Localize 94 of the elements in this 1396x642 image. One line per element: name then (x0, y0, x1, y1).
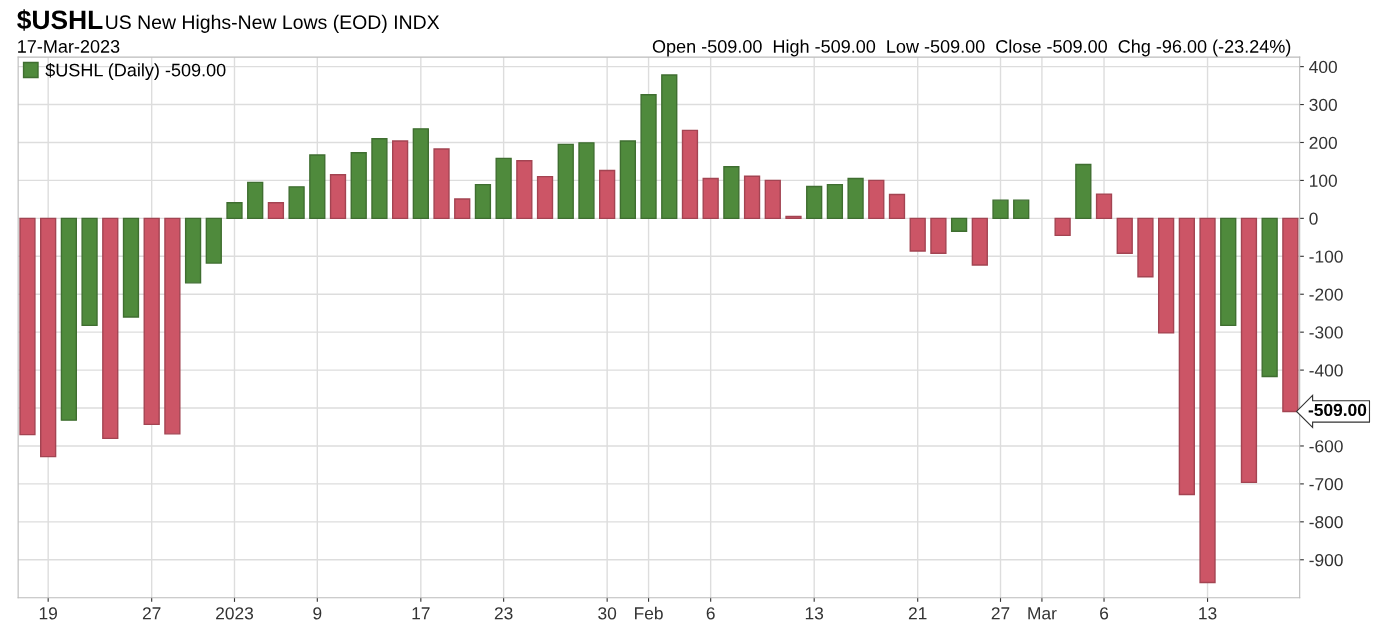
bar (723, 166, 740, 220)
y-tick-label: -800 (1309, 516, 1343, 529)
x-tick-label: Mar (1028, 607, 1057, 620)
bar (143, 217, 160, 426)
bar (826, 183, 844, 220)
bar (1137, 217, 1154, 278)
y-tick-label: -100 (1309, 250, 1343, 263)
bar (288, 186, 305, 220)
bar (557, 143, 574, 220)
bar (226, 202, 243, 220)
bar (640, 93, 657, 220)
bar (1261, 217, 1278, 378)
x-tick-label: 19 (39, 607, 57, 620)
bar (495, 157, 512, 220)
bar (1240, 217, 1258, 484)
y-tick-label: -600 (1309, 440, 1343, 453)
chart-subtitle: US New Highs-New Lows (EOD) INDX (106, 14, 440, 33)
bar (971, 217, 988, 266)
bar (1220, 217, 1237, 327)
bar (433, 148, 450, 220)
text: Open -509.00 High -509.00 Low -509.00 Close -509.00 Chg -96.00 (-23.24%) (652, 39, 1291, 57)
x-tick-label: 27 (142, 607, 161, 620)
bar (1116, 217, 1133, 254)
bar (950, 217, 968, 232)
y-tick-label: -700 (1309, 478, 1343, 491)
bar (247, 181, 264, 220)
bar (122, 217, 140, 318)
y-tick-label: -300 (1309, 326, 1343, 339)
bar (412, 128, 429, 220)
y-tick-label: 100 (1310, 174, 1337, 187)
bar (868, 179, 885, 220)
bar (184, 217, 202, 284)
bar (1013, 199, 1030, 220)
bar (40, 217, 57, 458)
bar (267, 202, 285, 220)
bar (371, 138, 388, 220)
bar (619, 140, 637, 220)
bar (1075, 163, 1092, 220)
bar (661, 74, 678, 220)
bar (992, 199, 1009, 220)
y-tick-label: -200 (1309, 288, 1343, 301)
x-tick-label: 13 (805, 607, 824, 620)
x-tick-label: 21 (908, 607, 927, 620)
legend-label: $USHL (Daily) -509.00 (45, 62, 226, 81)
bar (681, 129, 699, 220)
bar (205, 217, 222, 264)
bar (391, 140, 409, 220)
y-tick-label: 400 (1309, 60, 1337, 74)
y-tick-label: 200 (1309, 136, 1337, 149)
bar (578, 142, 595, 220)
bar (164, 217, 181, 435)
x-tick-label: 9 (313, 607, 322, 620)
x-tick-label: 2023 (216, 607, 254, 620)
y-tick-label: -900 (1309, 553, 1343, 567)
bar (888, 193, 906, 220)
bar (454, 198, 471, 220)
bar (1157, 217, 1175, 334)
bar (909, 217, 926, 252)
y-tick-label: -400 (1309, 364, 1343, 377)
bar (1054, 217, 1071, 237)
bar (1282, 217, 1299, 413)
bar (474, 183, 492, 220)
bar (930, 217, 947, 254)
text: -509.00 (1308, 403, 1367, 417)
x-tick-label: 13 (1199, 607, 1217, 620)
x-tick-label: 30 (598, 607, 617, 620)
x-tick-label: Feb (635, 606, 663, 620)
x-tick-label: 6 (1100, 607, 1109, 620)
bar (329, 174, 347, 220)
bar (847, 177, 864, 220)
bar (60, 217, 78, 421)
chart-title: $USHL (17, 9, 103, 31)
bar (743, 175, 761, 220)
bar (350, 152, 367, 220)
bar (536, 175, 554, 220)
bar (309, 154, 326, 220)
bar (1095, 193, 1113, 220)
bar (599, 169, 616, 220)
bar (764, 179, 781, 220)
bar (516, 160, 533, 220)
x-tick-label: 23 (494, 607, 513, 620)
y-tick-label: 300 (1309, 98, 1337, 112)
bar (19, 217, 36, 436)
y-tick-label: 0 (1309, 212, 1318, 225)
bar (81, 217, 98, 327)
text: 17-Mar-2023 (18, 40, 120, 53)
x-tick-label: 6 (706, 607, 715, 620)
x-tick-label: 27 (991, 607, 1010, 620)
bar (1178, 217, 1195, 496)
bar (806, 185, 823, 220)
bar (102, 217, 119, 440)
bar (702, 177, 719, 220)
bar (1199, 217, 1216, 584)
x-tick-label: 17 (412, 607, 430, 620)
